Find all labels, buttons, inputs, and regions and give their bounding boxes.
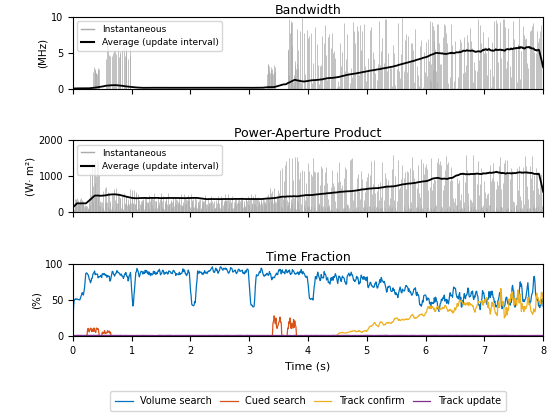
Legend: Instantaneous, Average (update interval): Instantaneous, Average (update interval)	[77, 21, 222, 51]
Y-axis label: (W· m²): (W· m²)	[26, 157, 36, 196]
X-axis label: Time (s): Time (s)	[286, 361, 330, 371]
Title: Bandwidth: Bandwidth	[274, 4, 342, 17]
Y-axis label: (%): (%)	[32, 291, 42, 309]
Legend: Instantaneous, Average (update interval): Instantaneous, Average (update interval)	[77, 145, 222, 175]
Title: Power-Aperture Product: Power-Aperture Product	[234, 127, 382, 140]
Legend: Volume search, Cued search, Track confirm, Track update: Volume search, Cued search, Track confir…	[110, 391, 506, 411]
Title: Time Fraction: Time Fraction	[265, 251, 351, 264]
Y-axis label: (MHz): (MHz)	[38, 38, 48, 68]
